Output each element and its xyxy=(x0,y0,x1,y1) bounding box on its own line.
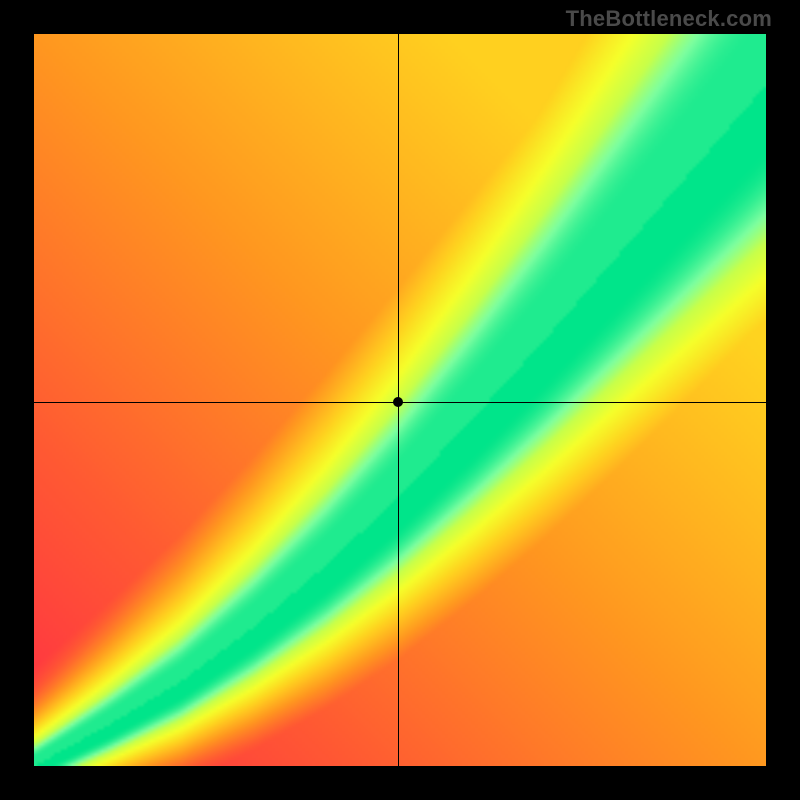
selection-marker xyxy=(393,397,403,407)
heatmap-plot xyxy=(34,34,766,766)
watermark-text: TheBottleneck.com xyxy=(566,6,772,32)
